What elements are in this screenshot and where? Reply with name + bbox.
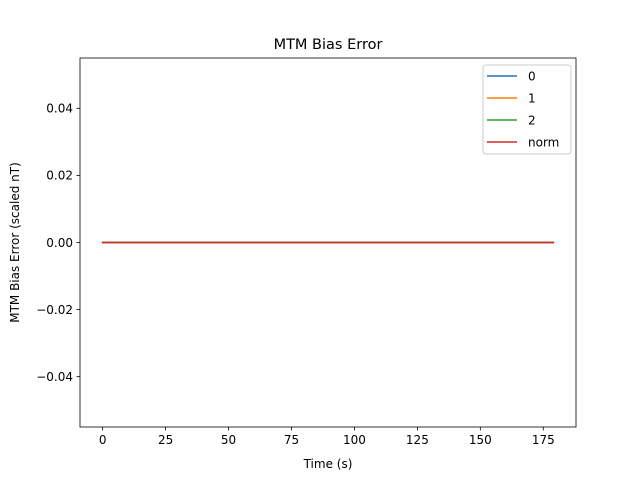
y-tick-label: −0.02	[36, 303, 73, 317]
y-tick-label: −0.04	[36, 370, 73, 384]
legend-entries: 0 1 2 norm	[487, 69, 559, 149]
x-tick-label: 100	[343, 433, 366, 447]
x-axis-ticks: 0 25 50 75 100 125 150 175	[99, 427, 555, 447]
chart-title: MTM Bias Error	[274, 37, 383, 53]
x-axis-label: Time (s)	[303, 457, 353, 471]
legend: 0 1 2 norm	[482, 64, 572, 155]
legend-label-1: 1	[528, 91, 536, 105]
y-axis-label: MTM Bias Error (scaled nT)	[8, 162, 22, 323]
y-tick-label: 0.00	[46, 236, 73, 250]
x-tick-label: 0	[99, 433, 107, 447]
x-tick-label: 75	[284, 433, 299, 447]
x-tick-label: 150	[469, 433, 492, 447]
legend-box	[482, 64, 572, 155]
legend-label-0: 0	[528, 69, 536, 83]
y-tick-label: 0.04	[46, 102, 73, 116]
legend-label-norm: norm	[528, 135, 559, 149]
x-tick-label: 175	[532, 433, 555, 447]
x-tick-label: 25	[158, 433, 173, 447]
y-tick-label: 0.02	[46, 169, 73, 183]
x-tick-label: 125	[406, 433, 429, 447]
x-tick-label: 50	[221, 433, 236, 447]
y-axis-ticks: −0.04 −0.02 0.00 0.02 0.04	[36, 102, 80, 384]
legend-label-2: 2	[528, 113, 536, 127]
